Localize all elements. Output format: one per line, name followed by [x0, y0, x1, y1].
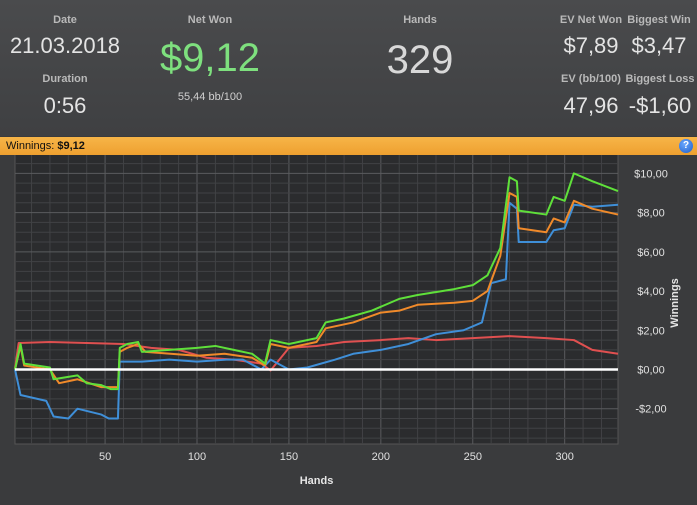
bb-per-100-value: 55,44 bb/100 — [177, 91, 243, 103]
y-tick-label: -$2,00 — [635, 404, 666, 416]
y-tick-label: $2,00 — [637, 325, 665, 337]
x-tick-label: 200 — [372, 451, 390, 463]
winnings-chart-area: 50 100 150 200 250 300 $10,00 $8,00 $6,00 $4,00 $2… — [0, 141, 697, 500]
y-tick-label: $8,00 — [637, 208, 665, 220]
ev-bb-value: 47,96 — [563, 93, 619, 118]
date-label: Date — [53, 14, 77, 26]
net-won-value: $9,12 — [159, 36, 261, 80]
series-line — [14, 191, 619, 389]
duration-label: Duration — [42, 73, 88, 85]
date-value: 21.03.2018 — [9, 33, 121, 58]
winnings-chart: 50 100 150 200 250 300 $10,00 $8,00 $6,00 $4,00 $2… — [14, 141, 681, 487]
y-tick-label: $4,00 — [637, 286, 665, 298]
winnings-label: Winnings: — [6, 140, 55, 152]
session-summary-panel: Date 21.03.2018 Duration 0:56 Net Won $9… — [0, 0, 697, 136]
hands-value: 329 — [386, 38, 454, 82]
y-tick-label: $10,00 — [634, 168, 668, 180]
biggest-win-value: $3,47 — [631, 33, 687, 58]
x-axis-label: Hands — [300, 475, 334, 487]
tick-labels: 50 100 150 200 250 300 $10,00 $8,00 $6,00 $4,00 $2… — [99, 168, 668, 463]
x-tick-label: 150 — [280, 451, 298, 463]
series-lines — [14, 172, 619, 420]
ev-net-won-label: EV Net Won — [559, 14, 623, 26]
biggest-loss-value: -$1,60 — [628, 93, 692, 118]
hands-label: Hands — [403, 14, 437, 26]
help-icon[interactable]: ? — [679, 139, 693, 153]
biggest-win-label: Biggest Win — [627, 14, 691, 26]
duration-value: 0:56 — [43, 93, 87, 118]
winnings-header-bar: Winnings: $9,12 ? — [0, 137, 697, 155]
series-line — [14, 201, 619, 420]
y-tick-label: $6,00 — [637, 247, 665, 259]
ev-net-won-value: $7,89 — [563, 33, 619, 58]
x-tick-label: 300 — [556, 451, 574, 463]
x-tick-label: 50 — [99, 451, 111, 463]
net-won-label: Net Won — [187, 14, 233, 26]
y-axis-label: Winnings — [669, 278, 681, 327]
y-tick-label: $0,00 — [637, 364, 665, 376]
winnings-value: $9,12 — [57, 140, 85, 152]
series-line — [14, 172, 619, 391]
x-tick-label: 250 — [464, 451, 482, 463]
biggest-loss-label: Biggest Loss — [625, 73, 695, 85]
x-tick-label: 100 — [188, 451, 206, 463]
ev-bb-label: EV (bb/100) — [561, 73, 621, 85]
winnings-summary: Winnings: $9,12 — [6, 137, 85, 155]
